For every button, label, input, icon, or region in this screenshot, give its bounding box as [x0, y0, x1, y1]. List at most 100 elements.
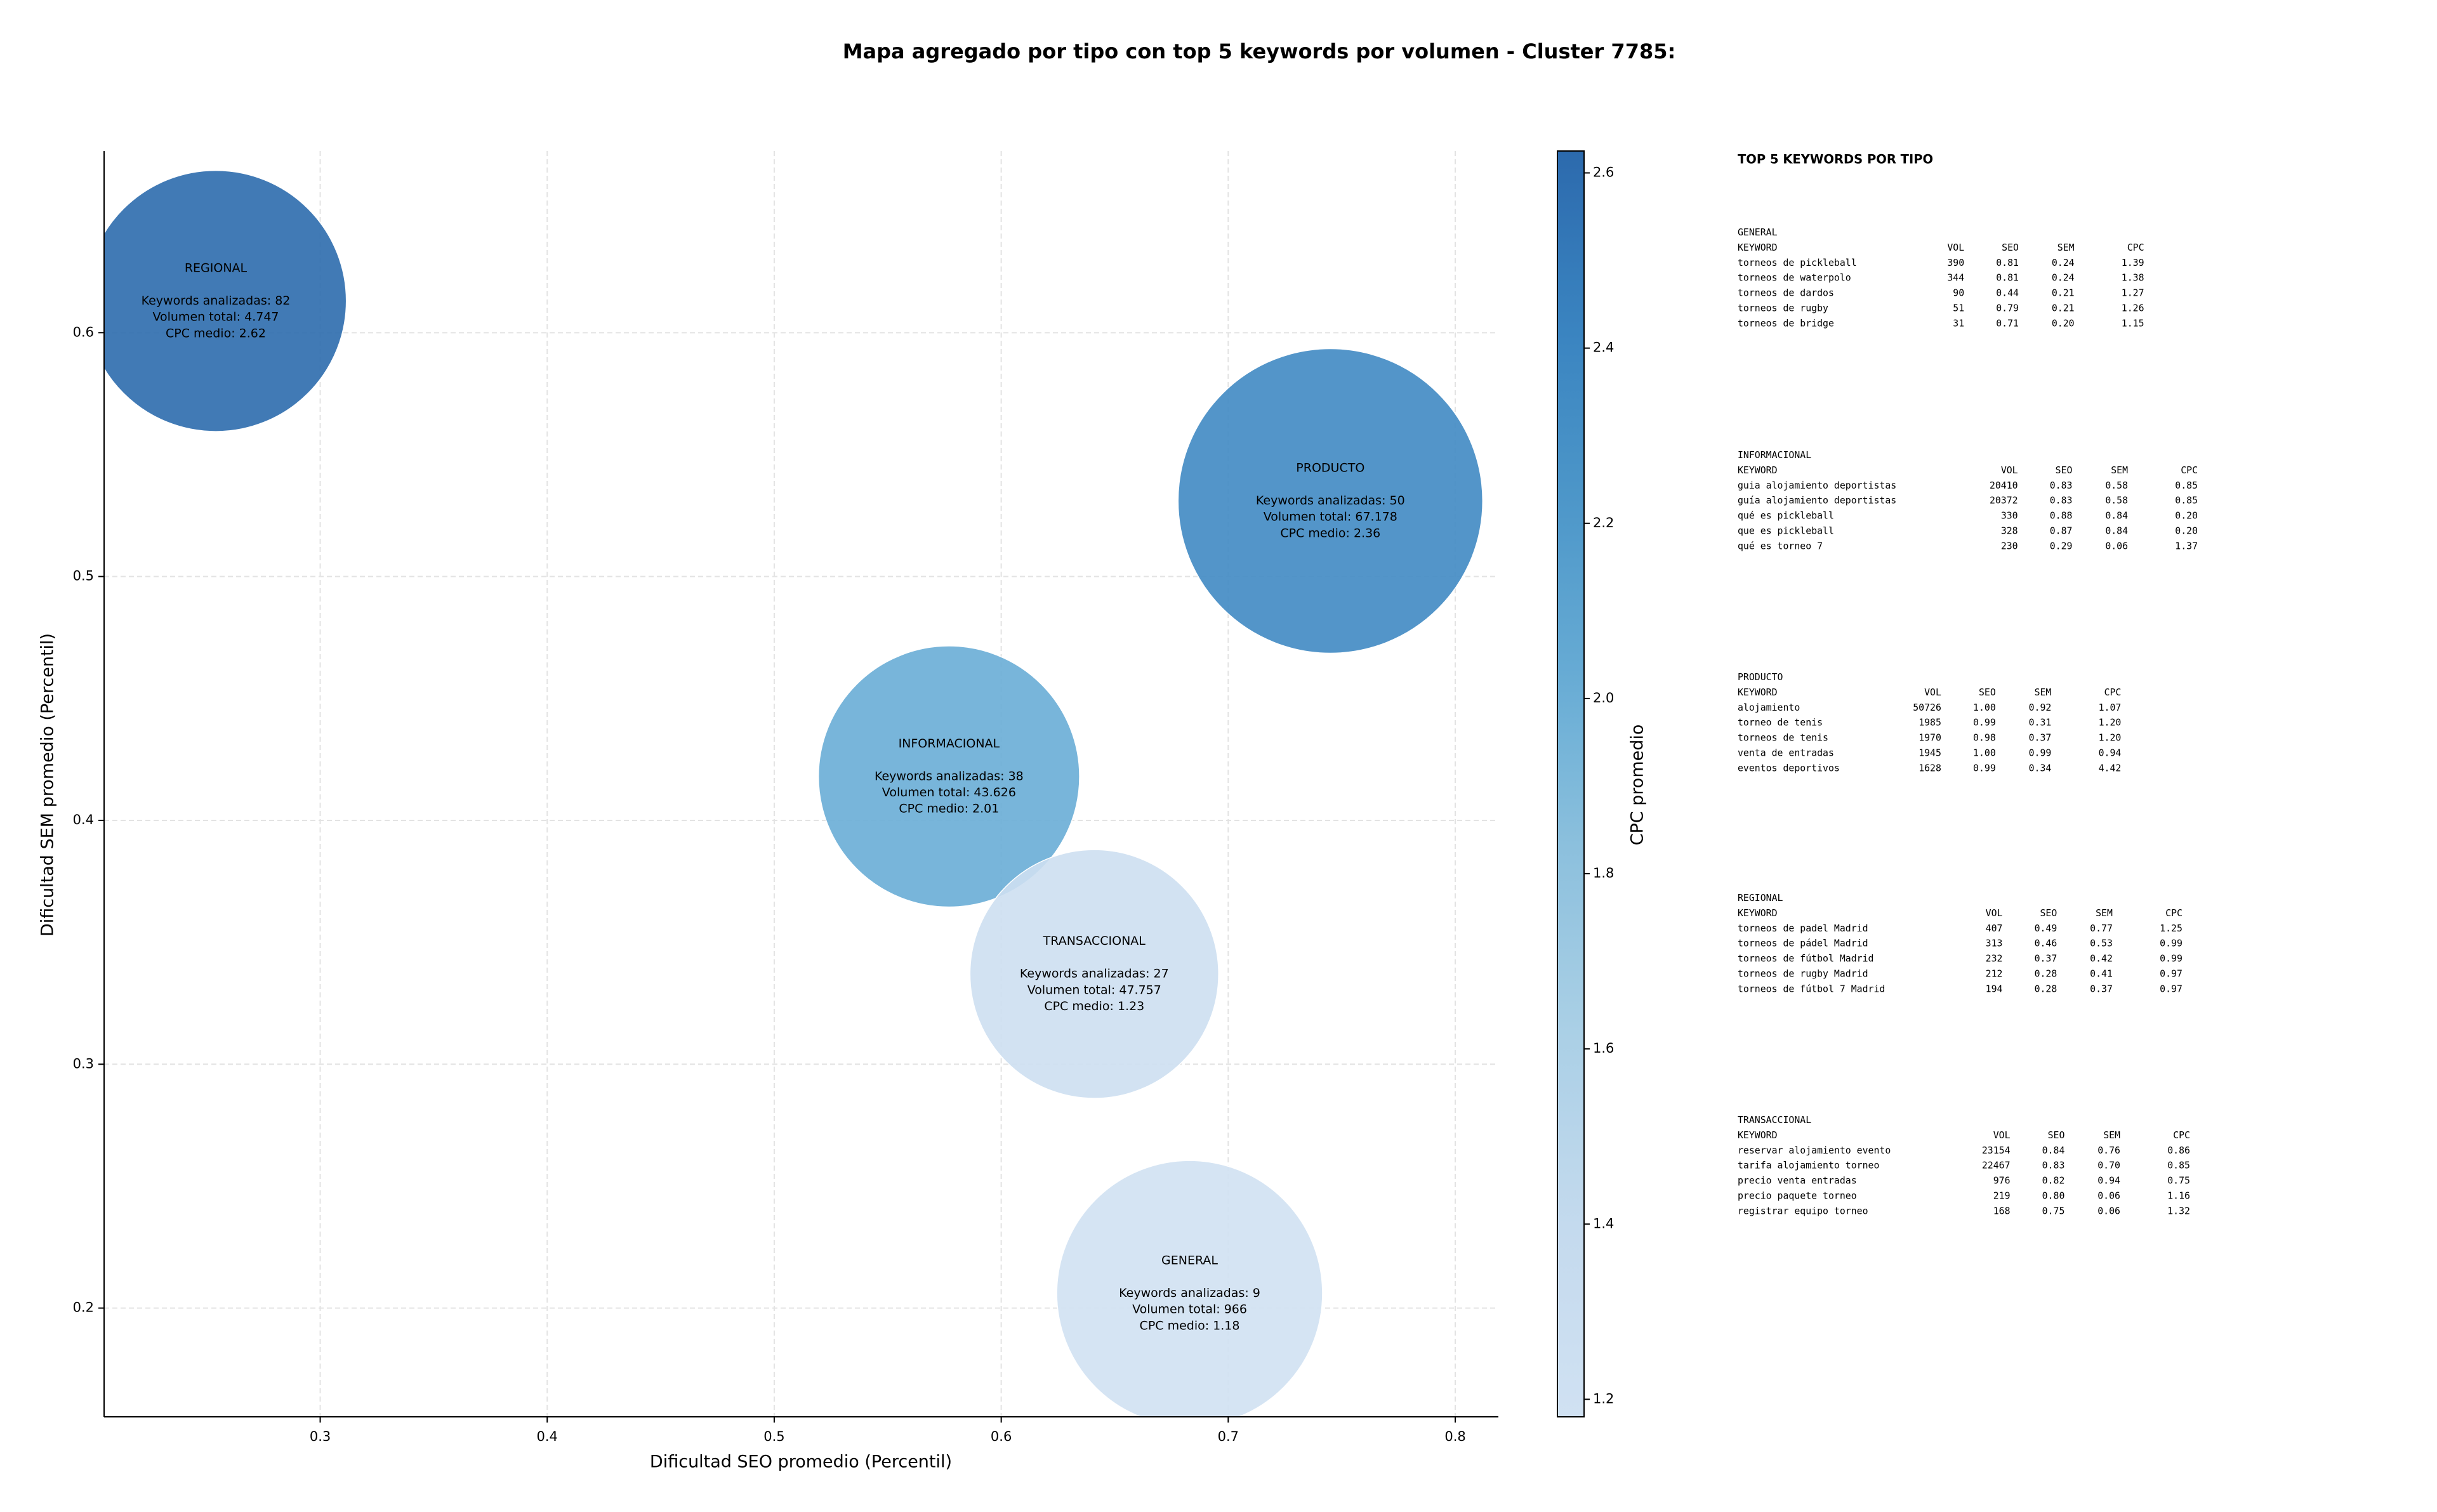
bubble-title: TRANSACCIONAL	[1043, 934, 1146, 948]
grid	[104, 151, 1498, 1417]
table-cell: 0.83	[2050, 480, 2073, 491]
table-cell: 0.88	[2050, 510, 2073, 522]
bubble	[817, 645, 1080, 908]
table-cell: que es pickleball	[1738, 525, 1834, 537]
x-tick-label: 0.6	[991, 1429, 1012, 1444]
table-cell: 0.37	[2029, 732, 2052, 744]
table-cell: 20372	[1990, 495, 2018, 506]
table-header: SEM	[2111, 464, 2128, 476]
table-cell: 22467	[1982, 1160, 2011, 1171]
table-cell: 1.38	[2122, 272, 2144, 284]
table-cell: 50726	[1913, 702, 1941, 713]
table-cell: 212	[1986, 968, 2003, 980]
table-cell: 0.92	[2029, 702, 2052, 713]
table-cell: 168	[1993, 1205, 2011, 1216]
table-cell: 0.82	[2042, 1175, 2065, 1187]
table-cell: 0.76	[2097, 1145, 2120, 1156]
colorbar-tick-label: 1.8	[1593, 865, 1614, 881]
table-header: KEYWORD	[1738, 242, 1778, 253]
table-cell: tarifa alojamiento torneo	[1738, 1160, 1879, 1171]
colorbar-tick-label: 2.0	[1593, 690, 1614, 706]
table-header: SEO	[2056, 464, 2073, 476]
table-cell: 1.16	[2167, 1190, 2190, 1202]
table-cell: 0.24	[2052, 272, 2075, 284]
table-cell: 0.06	[2097, 1205, 2120, 1216]
table-header: CPC	[2181, 464, 2198, 476]
table-cell: 0.98	[1973, 732, 1996, 744]
table-cell: 0.99	[2160, 938, 2183, 949]
y-tick-label: 0.3	[73, 1056, 94, 1071]
table-cell: 0.29	[2050, 540, 2073, 551]
table-cell: 330	[2001, 510, 2018, 522]
chart-title: Mapa agregado por tipo con top 5 keyword…	[843, 39, 1676, 63]
bubble-title: INFORMACIONAL	[899, 737, 1000, 751]
table-cell: alojamiento	[1738, 702, 1800, 713]
bubble	[1056, 1160, 1323, 1417]
table-cell: eventos deportivos	[1738, 762, 1840, 773]
table-cell: 1.20	[2099, 717, 2122, 728]
table-cell: 0.37	[2035, 953, 2057, 964]
table-cell: 0.84	[2105, 510, 2128, 522]
table-cell: 0.83	[2050, 495, 2073, 506]
table-cell: 0.99	[2029, 747, 2052, 759]
table-cell: 1970	[1919, 732, 1941, 744]
x-tick-label: 0.3	[310, 1429, 331, 1444]
table-header: KEYWORD	[1738, 1129, 1778, 1141]
y-tick-label: 0.6	[73, 324, 94, 339]
bubble	[1177, 348, 1484, 654]
bubble-title: PRODUCTO	[1296, 461, 1364, 475]
bubble-label: CPC medio: 2.36	[1280, 526, 1380, 540]
bubble-label: Keywords analizadas: 82	[142, 294, 291, 308]
table-cell: 0.86	[2167, 1145, 2190, 1156]
table-header: KEYWORD	[1738, 464, 1778, 476]
table-cell: 390	[1947, 257, 1964, 268]
table-cell: 1628	[1919, 762, 1941, 773]
table-cell: 4.42	[2099, 762, 2122, 773]
table-cell: 51	[1953, 303, 1964, 314]
table-cell: 0.94	[2097, 1175, 2120, 1187]
table-header: SEO	[1979, 687, 1996, 698]
bubble	[104, 169, 347, 432]
bubble-label: Volumen total: 4.747	[152, 310, 279, 324]
table-name: TRANSACCIONAL	[1738, 1114, 1811, 1126]
table-cell: 1.25	[2160, 923, 2183, 934]
table-cell: precio paquete torneo	[1738, 1190, 1857, 1202]
table-header: SEM	[2096, 907, 2113, 919]
table-header: VOL	[2001, 464, 2018, 476]
table-cell: 20410	[1990, 480, 2018, 491]
axes: 0.3 0.4 0.5 0.6 0.7 0.8 0.2 0.3 0.4 0.5 0.6	[73, 151, 1498, 1444]
table-header: SEM	[2103, 1129, 2120, 1141]
colorbar-tick-label: 1.4	[1593, 1216, 1614, 1231]
bubble-label: Volumen total: 966	[1132, 1303, 1247, 1317]
y-tick-label: 0.5	[73, 569, 94, 584]
bubble-label: Keywords analizadas: 9	[1119, 1286, 1260, 1300]
table-header: CPC	[2165, 907, 2183, 919]
table-cell: 1.26	[2122, 303, 2144, 314]
table-cell: 1.27	[2122, 287, 2144, 299]
table-cell: 1.37	[2175, 540, 2198, 551]
table-cell: 0.79	[1996, 303, 2019, 314]
table-cell: 0.71	[1996, 317, 2019, 329]
table-header: KEYWORD	[1738, 687, 1778, 698]
table-cell: 0.58	[2105, 480, 2128, 491]
table-header: VOL	[1924, 687, 1941, 698]
table-cell: 0.87	[2050, 525, 2073, 537]
table-header: CPC	[2173, 1129, 2190, 1141]
table-cell: torneos de padel Madrid	[1738, 923, 1868, 934]
table-cell: 0.34	[2029, 762, 2052, 773]
table-cell: precio venta entradas	[1738, 1175, 1857, 1187]
table-header: SEM	[2057, 242, 2075, 253]
panel-title: TOP 5 KEYWORDS POR TIPO	[1738, 152, 1933, 167]
bubble-label: Volumen total: 47.757	[1027, 983, 1161, 997]
table-name: INFORMACIONAL	[1738, 449, 1811, 461]
table-cell: 0.06	[2105, 540, 2128, 551]
table-cell: 0.99	[1973, 717, 1996, 728]
x-tick-label: 0.7	[1218, 1429, 1239, 1444]
table-header: SEO	[2048, 1129, 2065, 1141]
table-cell: 0.28	[2035, 983, 2057, 994]
bubble-label: Volumen total: 67.178	[1264, 510, 1397, 524]
table-cell: 194	[1986, 983, 2003, 994]
y-tick-label: 0.2	[73, 1300, 94, 1315]
table-cell: 232	[1986, 953, 2003, 964]
